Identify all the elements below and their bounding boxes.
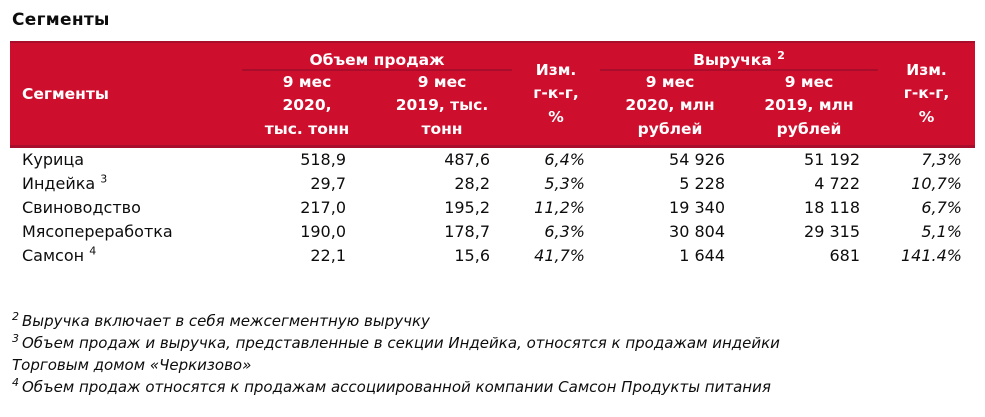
segment-footnote-marker: 4: [89, 244, 97, 258]
table-body: Курица 518,9 487,6 6,4% 54 926 51 192 7,…: [10, 146, 975, 268]
sales-change-value: 5,3%: [544, 173, 585, 193]
revenue-2020-value: 1 644: [679, 245, 725, 265]
column-header-sales-2020: 9 мес 2020, тыс. тонн: [242, 68, 372, 148]
footnote-samson: 4 Объем продаж относятся к продажам ассоц…: [12, 376, 975, 398]
segment-label: Индейка: [22, 173, 96, 193]
segment-name: Самсон 4: [10, 244, 242, 268]
revenue-footnote-marker: 2: [777, 48, 785, 62]
header-sub-row: 9 мес 2020, тыс. тонн 9 мес 2019, тыс. т…: [10, 68, 975, 148]
sales-change-value: 6,3%: [544, 221, 585, 241]
revenue-2019-value: 4 722: [814, 173, 860, 193]
footnote-marker: 2: [12, 309, 19, 323]
segment-label: Мясопереработка: [22, 221, 173, 241]
sales-2019-value: 15,6: [454, 245, 490, 265]
revenue-2020-value: 30 804: [669, 221, 725, 241]
segments-table: Сегменты Объем продаж Изм. г-к-г, % Выру…: [10, 40, 975, 268]
segment-footnote-marker: 3: [100, 172, 108, 186]
segment-label: Самсон: [22, 245, 85, 265]
segment-name: Индейка 3: [10, 172, 242, 196]
footnotes-section: 2 Выручка включает в себя межсегментную в…: [12, 310, 975, 398]
sales-2020-value: 190,0: [300, 221, 346, 241]
revenue-2020-value: 54 926: [669, 149, 725, 169]
revenue-group-label: Выручка: [693, 51, 772, 69]
sales-change-value: 41,7%: [534, 245, 585, 265]
table-row-meat-processing: Мясопереработка 190,0 178,7 6,3% 30 804 …: [10, 220, 975, 244]
footnote-marker: 3: [12, 331, 19, 345]
revenue-change-value: 7,3%: [921, 149, 962, 169]
column-header-segments: Сегменты: [10, 40, 242, 148]
footnote-text: Выручка включает в себя межсегментную вы…: [22, 311, 430, 330]
footnote-revenue: 2 Выручка включает в себя межсегментную в…: [12, 310, 975, 332]
column-header-sales-change: Изм. г-к-г, %: [512, 40, 600, 148]
sales-2020-value: 29,7: [310, 173, 346, 193]
table-row-pork: Свиноводство 217,0 195,2 11,2% 19 340 18…: [10, 196, 975, 220]
segment-name: Свиноводство: [10, 196, 242, 220]
table-row-samson: Самсон 4 22,1 15,6 41,7% 1 644 681 141.4…: [10, 244, 975, 268]
revenue-2020-value: 5 228: [679, 173, 725, 193]
sales-change-value: 11,2%: [534, 197, 585, 217]
segment-label: Курица: [22, 149, 85, 169]
table-row-chicken: Курица 518,9 487,6 6,4% 54 926 51 192 7,…: [10, 146, 975, 172]
sales-2020-value: 22,1: [310, 245, 346, 265]
sales-2019-value: 195,2: [444, 197, 490, 217]
column-header-revenue-change: Изм. г-к-г, %: [878, 40, 975, 148]
sales-2019-value: 487,6: [444, 149, 490, 169]
table-row-turkey: Индейка 3 29,7 28,2 5,3% 5 228 4 722 10,…: [10, 172, 975, 196]
header-group-row: Сегменты Объем продаж Изм. г-к-г, % Выру…: [10, 40, 975, 148]
footnote-text: Объем продаж и выручка, представленные в…: [12, 333, 780, 374]
column-group-revenue: Выручка 2: [600, 41, 878, 70]
revenue-2019-value: 51 192: [804, 149, 860, 169]
footnote-turkey: 3 Объем продаж и выручка, представленные …: [12, 332, 975, 376]
page-title: Сегменты: [12, 10, 110, 30]
segment-label: Свиноводство: [22, 197, 141, 217]
segment-name: Мясопереработка: [10, 220, 242, 244]
revenue-change-value: 10,7%: [911, 173, 962, 193]
sales-2020-value: 518,9: [300, 149, 346, 169]
revenue-2019-value: 29 315: [804, 221, 860, 241]
table-header: Сегменты Объем продаж Изм. г-к-г, % Выру…: [10, 40, 975, 148]
column-group-sales-volume: Объем продаж: [242, 41, 512, 70]
footnote-marker: 4: [12, 375, 19, 389]
revenue-change-value: 141.4%: [900, 245, 962, 265]
sales-2020-value: 217,0: [300, 197, 346, 217]
footnote-text: Объем продаж относятся к продажам ассоци…: [22, 377, 771, 396]
segment-name: Курица: [10, 146, 242, 172]
revenue-change-value: 6,7%: [921, 197, 962, 217]
sales-change-value: 6,4%: [544, 149, 585, 169]
revenue-2019-value: 18 118: [804, 197, 860, 217]
column-header-sales-2019: 9 мес 2019, тыс. тонн: [372, 68, 512, 148]
revenue-2019-value: 681: [829, 245, 860, 265]
revenue-2020-value: 19 340: [669, 197, 725, 217]
column-header-revenue-2019: 9 мес 2019, млн рублей: [740, 68, 878, 148]
column-header-revenue-2020: 9 мес 2020, млн рублей: [600, 68, 740, 148]
revenue-change-value: 5,1%: [921, 221, 962, 241]
sales-2019-value: 178,7: [444, 221, 490, 241]
sales-2019-value: 28,2: [454, 173, 490, 193]
